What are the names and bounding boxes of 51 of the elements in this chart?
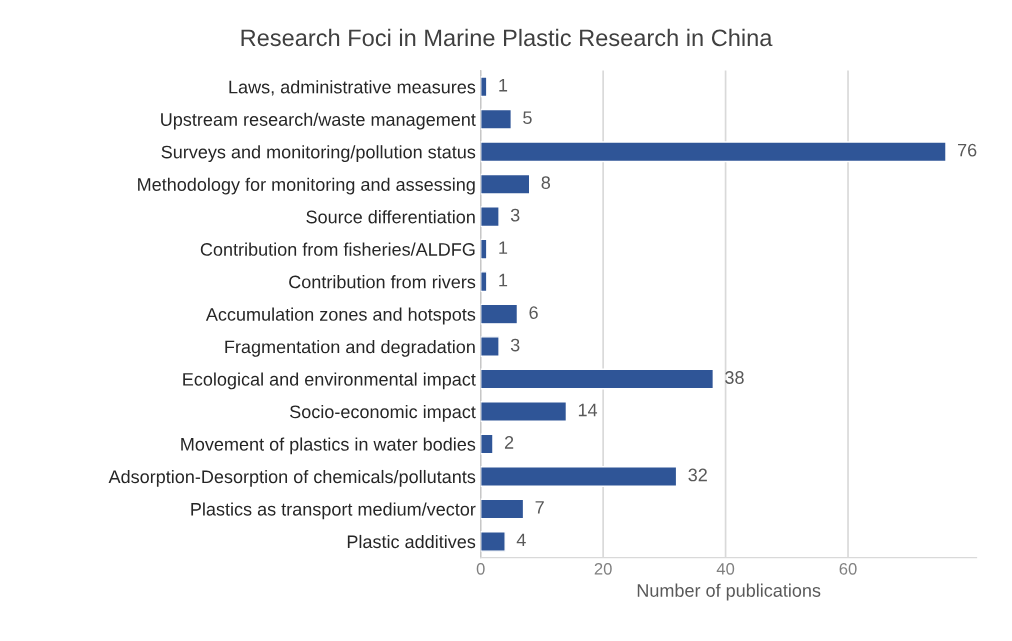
y-tick-label: Accumulation zones and hotspots: [205, 307, 476, 325]
y-tick-label: Laws, administrative measures: [229, 80, 476, 96]
data-label: 3: [510, 208, 520, 222]
y-tick-label: Plastics as transport medium/vector: [191, 502, 476, 520]
x-tick-label: 0: [476, 562, 485, 575]
bar: [480, 433, 494, 455]
bar: [480, 303, 519, 325]
y-tick-label: Ecological and environmental impact: [183, 372, 476, 390]
bar: [480, 76, 488, 98]
bar: [480, 498, 525, 520]
data-label: 14: [578, 403, 598, 417]
y-tick-label: Upstream research/waste management: [161, 112, 476, 130]
y-tick-label: Surveys and monitoring/pollution status: [161, 145, 476, 162]
bar: [480, 108, 513, 130]
data-label: 3: [510, 338, 520, 352]
y-tick-label: Contribution from rivers: [289, 275, 476, 289]
data-label: 5: [523, 111, 532, 125]
data-label: 7: [535, 501, 544, 514]
y-tick-label: Movement of plastics in water bodies: [181, 437, 476, 455]
x-axis-title: Number of publications: [637, 583, 821, 601]
data-label: 1: [499, 241, 508, 254]
bar: [480, 530, 506, 552]
y-tick-label: Fragmentation and degradation: [225, 340, 475, 357]
chart-title: Research Foci in Marine Plastic Research in China: [241, 28, 773, 47]
data-label: 2: [504, 436, 514, 449]
bar: [480, 141, 947, 163]
bar: [480, 336, 500, 358]
bar: [480, 368, 715, 390]
data-label: 6: [529, 306, 538, 319]
data-label: 8: [541, 176, 551, 190]
x-tick-label: 20: [594, 562, 612, 575]
bar: [480, 238, 488, 260]
bar: [480, 206, 500, 228]
bar: [480, 271, 488, 293]
data-label: 76: [958, 143, 977, 157]
x-tick-label: 40: [716, 562, 735, 575]
bar: [480, 466, 678, 487]
data-label: 4: [516, 533, 526, 547]
y-tick-label: Socio-economic impact: [290, 404, 476, 422]
data-label: 1: [499, 273, 508, 287]
y-tick-label: Methodology for monitoring and assessing: [138, 177, 475, 195]
bar: [480, 401, 568, 422]
y-tick-label: Source differentiation: [306, 210, 475, 224]
x-tick-label: 60: [839, 562, 857, 575]
data-label: 38: [725, 371, 744, 384]
y-tick-label: Adsorption-Desorption of chemicals/pollutants: [108, 469, 476, 487]
data-label: 32: [688, 468, 707, 482]
y-tick-label: Contribution from fisheries/ALDFG: [200, 242, 475, 256]
y-tick-label: Plastic additives: [347, 534, 476, 549]
bar: [480, 173, 531, 195]
data-label: 1: [499, 79, 508, 92]
